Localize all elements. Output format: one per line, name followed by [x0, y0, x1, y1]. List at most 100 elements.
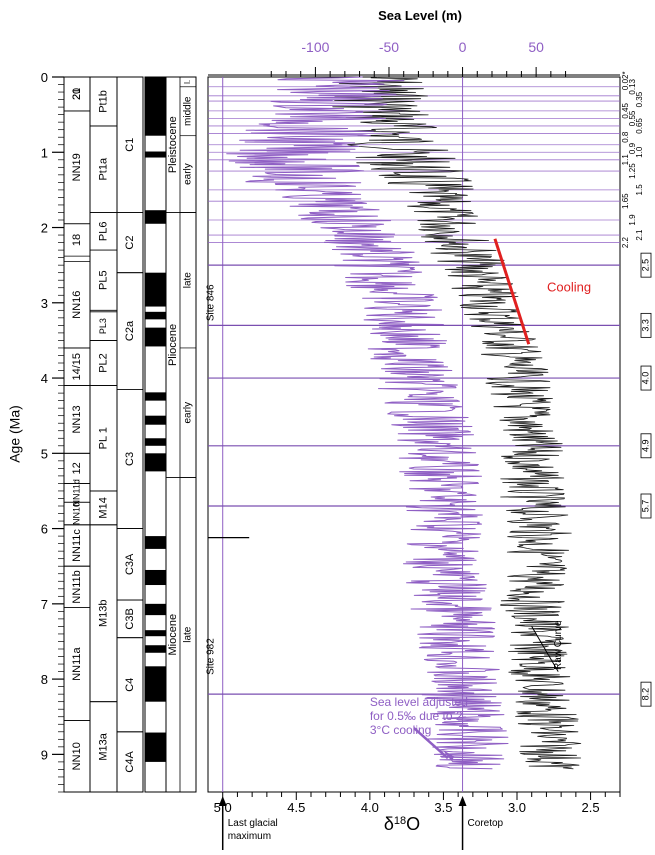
sea-level-tick-label: 50 [528, 39, 544, 55]
d18o-axis-title: δ18O [384, 814, 420, 834]
minor-event-label: 1.1 [621, 154, 630, 166]
d18o-tick-label: 2.5 [582, 800, 600, 815]
normal-polarity-block [145, 732, 166, 762]
subepoch-label: late [183, 272, 194, 289]
minor-event-label: 1.0 [635, 146, 644, 158]
normal-polarity-block [145, 603, 166, 616]
epoch-label: Pliocene [167, 324, 179, 366]
nannofossil-zone-label: 14/15 [71, 353, 83, 381]
minor-event-label: 1.65 [621, 193, 630, 209]
normal-polarity-block [145, 392, 166, 401]
subepoch-label: early [183, 163, 194, 185]
sea-level-adjusted-label: Sea level adjusted [370, 695, 468, 709]
nannofossil-zone-label: NN11b [71, 570, 83, 603]
normal-polarity-block [145, 453, 166, 472]
nannofossil-zone-label: NN11d [71, 479, 81, 506]
foram-zone-label: M14 [97, 497, 109, 518]
marker-label: Coretop [468, 818, 504, 829]
foram-zone-label: PL2 [97, 353, 109, 373]
sea-level-adjusted-series [226, 76, 509, 770]
sea-level-tick-label: -100 [301, 39, 329, 55]
age-tick-label: 7 [41, 597, 48, 612]
event-label-box [640, 365, 652, 391]
normal-polarity-block [145, 151, 166, 158]
sea-level-axis-title: Sea Level (m) [378, 8, 462, 23]
normal-polarity-block [145, 569, 166, 586]
event-label-box [640, 433, 652, 459]
age-tick-label: 0 [41, 70, 48, 85]
sea-level-adjusted-arrow-head [442, 750, 454, 762]
chron-zone-label: C3 [124, 452, 136, 466]
normal-polarity-block [145, 311, 166, 320]
minor-event-label: 0.13 [628, 78, 637, 94]
foram-zone-label: Pt1b [97, 90, 109, 113]
axes: Sea Level (m)-100 -50 0 505.0 4.5 4.0 3.5 3.0 2.… [208, 8, 652, 850]
age-tick-label: 9 [41, 747, 48, 762]
normal-polarity-block [145, 415, 166, 425]
nannofossil-zone-label: 21 [71, 88, 83, 100]
nannofossil-zone-label: NN13 [71, 405, 83, 433]
minor-event-label: 0.45 [621, 103, 630, 119]
nannofossil-zone-label: NN11a [71, 646, 83, 680]
event-label-box [640, 681, 652, 707]
foram-zone-label: M13a [97, 732, 109, 760]
subepoch-label: late [183, 626, 194, 643]
minor-event-label: 0.8 [621, 131, 630, 143]
nannofossil-zone-label: 12 [71, 462, 83, 474]
epoch-label: Pleistocene [167, 116, 179, 173]
subepoch-label: middle [183, 96, 194, 126]
minor-event-label: 0.02* [621, 71, 630, 90]
cooling-trend-line [493, 238, 531, 345]
minor-event-label: 0.65 [635, 118, 644, 134]
d18o-tick-label: 4.5 [287, 800, 305, 815]
subepoch-label: l. [183, 80, 192, 84]
chron-zone-label: C3B [124, 608, 136, 629]
nannofossil-zone-label: NN19 [71, 153, 83, 181]
minor-event-label: 1.5 [635, 184, 644, 196]
age-tick-label: 4 [41, 371, 48, 386]
chron-zone-label: C2a [124, 320, 136, 341]
normal-polarity-block [145, 666, 166, 702]
marker-label: Last glacial [228, 818, 278, 829]
foram-zone-label: Pt1a [97, 157, 109, 181]
site-label: Site 982 [206, 638, 217, 675]
marker-arrow-head [218, 796, 227, 806]
cooling-label: Cooling [547, 280, 591, 295]
foram-zone-label: M13b [97, 599, 109, 627]
epoch-label: Miocene [167, 614, 179, 656]
marker-arrow-head [458, 796, 467, 806]
site-label: Site 846 [206, 284, 217, 321]
event-label: 5.7 [640, 500, 650, 513]
plot-area [207, 76, 621, 793]
raw-curve-label: Raw Curve [553, 620, 564, 670]
normal-polarity-block [145, 327, 166, 347]
d18o-tick-label: 3.0 [508, 800, 526, 815]
d18o-tick-label: 3.5 [434, 800, 452, 815]
minor-event-label: 2.1 [635, 229, 644, 241]
nannofossil-zone-label: NN10 [71, 742, 83, 770]
sea-level-tick-label: 0 [459, 39, 467, 55]
subepoch-label: early [183, 402, 194, 424]
normal-polarity-block [145, 630, 166, 637]
age-tick-label: 6 [41, 522, 48, 537]
event-label-box [640, 493, 652, 519]
minor-event-label: 0.55 [628, 110, 637, 126]
normal-polarity-block [145, 77, 166, 136]
event-label: 2.5 [640, 259, 650, 272]
age-axis-title: Age (Ma) [7, 405, 23, 463]
minor-event-label: 0.9 [628, 142, 637, 154]
age-tick-label: 8 [41, 672, 48, 687]
sea-level-tick-label: -50 [379, 39, 399, 55]
nannofossil-zone-label: 20 [71, 88, 83, 100]
normal-polarity-block [145, 438, 166, 446]
marker-label: maximum [228, 831, 271, 842]
foram-zone-label: PL3 [98, 318, 108, 334]
normal-polarity-block [145, 210, 166, 224]
event-label: 4.9 [640, 440, 650, 453]
chron-zone-label: C4 [124, 678, 136, 692]
sea-level-adjusted-arrow [413, 727, 449, 760]
event-label: 8.2 [640, 688, 650, 701]
